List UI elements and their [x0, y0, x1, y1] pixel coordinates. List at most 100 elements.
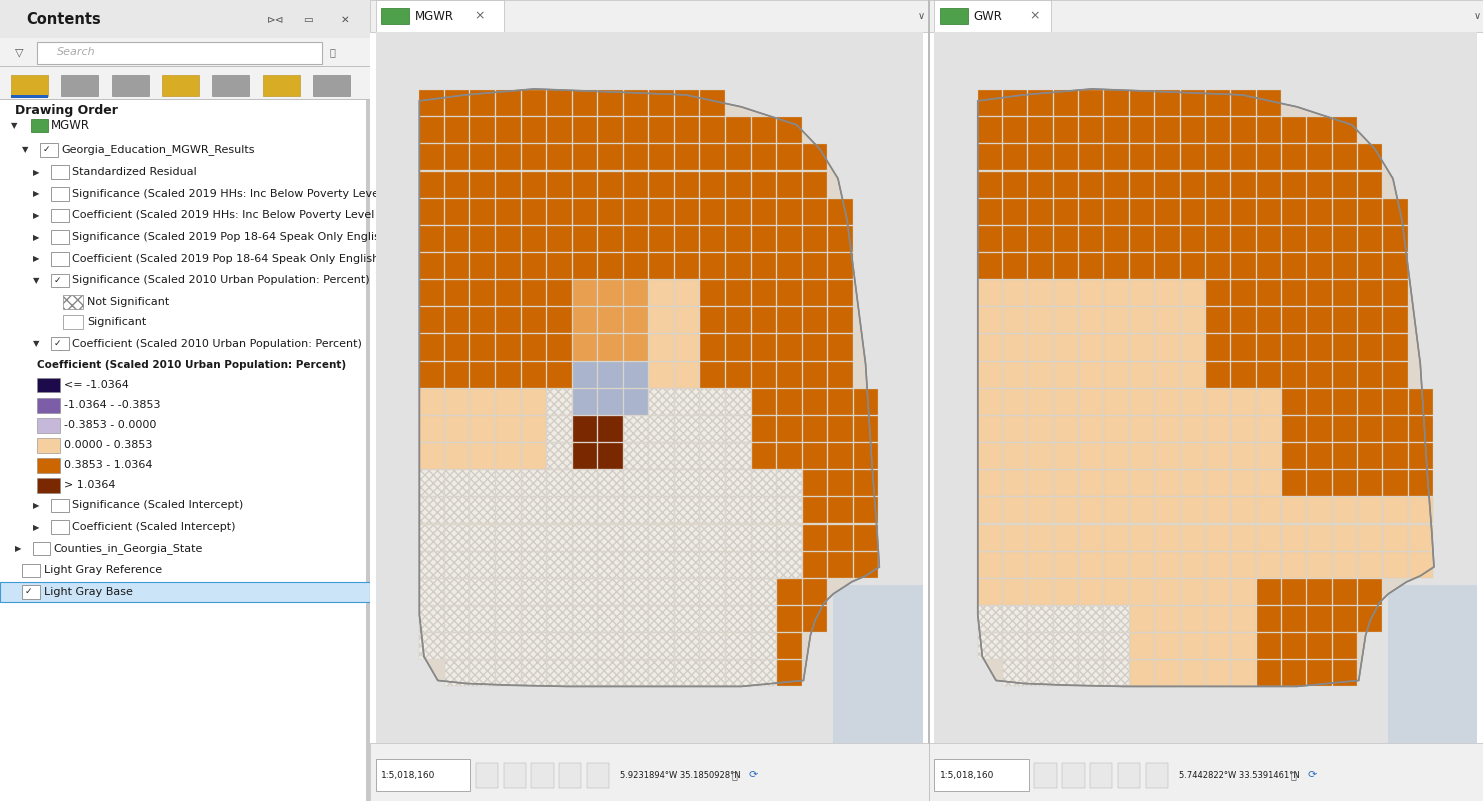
Bar [420, 361, 443, 388]
Bar [522, 361, 546, 388]
Bar [547, 117, 571, 143]
Bar [1436, 711, 1471, 739]
Bar [572, 606, 598, 632]
Bar [1307, 497, 1332, 524]
Bar [752, 579, 776, 605]
Bar [1054, 308, 1078, 333]
Bar [777, 388, 802, 415]
Bar [1080, 416, 1103, 442]
Bar [1256, 634, 1281, 659]
Bar [777, 416, 802, 442]
Bar [802, 497, 828, 524]
Bar [598, 253, 623, 279]
Bar [572, 199, 598, 225]
Text: ✓: ✓ [53, 339, 61, 348]
Bar [1256, 117, 1281, 143]
Bar [572, 443, 598, 469]
Bar [1206, 280, 1231, 306]
Bar [420, 579, 443, 605]
Bar [675, 497, 700, 524]
Bar [727, 606, 750, 632]
Bar [495, 660, 521, 686]
Bar [650, 443, 673, 469]
Bar [1003, 552, 1028, 578]
Polygon shape [833, 585, 922, 743]
Bar [445, 660, 470, 686]
Bar [934, 759, 1029, 791]
Bar [1028, 253, 1053, 279]
Text: ⧉: ⧉ [1444, 721, 1450, 731]
Bar [1130, 470, 1154, 497]
Bar [1155, 525, 1179, 550]
Bar [675, 308, 700, 333]
Bar [700, 443, 725, 469]
Bar [1256, 660, 1281, 686]
Bar [1028, 199, 1053, 225]
Bar [1054, 226, 1078, 252]
Bar [445, 226, 470, 252]
Bar [547, 552, 571, 578]
Bar [1028, 361, 1053, 388]
Bar [1333, 144, 1357, 171]
Bar [572, 117, 598, 143]
Bar [1333, 579, 1357, 605]
Bar [445, 470, 470, 497]
Bar [1105, 416, 1129, 442]
Bar [0, 99, 369, 100]
Bar [547, 497, 571, 524]
Bar [547, 470, 571, 497]
Bar [1028, 90, 1053, 116]
Bar [1155, 199, 1179, 225]
Bar [50, 252, 68, 266]
Bar [777, 308, 802, 333]
Bar [1028, 470, 1053, 497]
Text: ⟳: ⟳ [749, 771, 758, 780]
Bar [624, 443, 648, 469]
Bar [624, 361, 648, 388]
Bar [522, 117, 546, 143]
Bar [37, 478, 59, 493]
Bar [420, 144, 443, 171]
Bar [777, 280, 802, 306]
Bar [675, 660, 700, 686]
Text: ×: × [1029, 10, 1040, 22]
Bar [1054, 253, 1078, 279]
Bar [1231, 416, 1256, 442]
Bar [1105, 253, 1129, 279]
Bar [1130, 634, 1154, 659]
Text: ✓: ✓ [24, 587, 33, 596]
Bar [470, 171, 495, 198]
Bar [1231, 634, 1256, 659]
Bar [522, 579, 546, 605]
Bar [420, 416, 443, 442]
Bar [700, 308, 725, 333]
Bar [420, 470, 443, 497]
Bar [375, 32, 922, 743]
Bar [1307, 579, 1332, 605]
Bar [572, 308, 598, 333]
Bar [1105, 117, 1129, 143]
Bar [752, 253, 776, 279]
Bar [727, 361, 750, 388]
Bar [1155, 388, 1179, 415]
Bar [934, 32, 1477, 743]
Bar [531, 763, 553, 788]
Bar [1062, 763, 1084, 788]
Bar [700, 144, 725, 171]
Bar [727, 280, 750, 306]
Bar [470, 497, 495, 524]
Bar [1358, 525, 1382, 550]
Bar [1155, 552, 1179, 578]
Bar [313, 75, 350, 96]
Bar [752, 308, 776, 333]
Bar [1180, 171, 1204, 198]
Bar [495, 90, 521, 116]
Bar [1307, 525, 1332, 550]
Bar [1130, 226, 1154, 252]
Bar [1358, 443, 1382, 469]
Bar [522, 497, 546, 524]
Text: ▶: ▶ [15, 544, 21, 553]
Bar [752, 226, 776, 252]
Bar [522, 199, 546, 225]
Text: ✓: ✓ [53, 276, 61, 284]
